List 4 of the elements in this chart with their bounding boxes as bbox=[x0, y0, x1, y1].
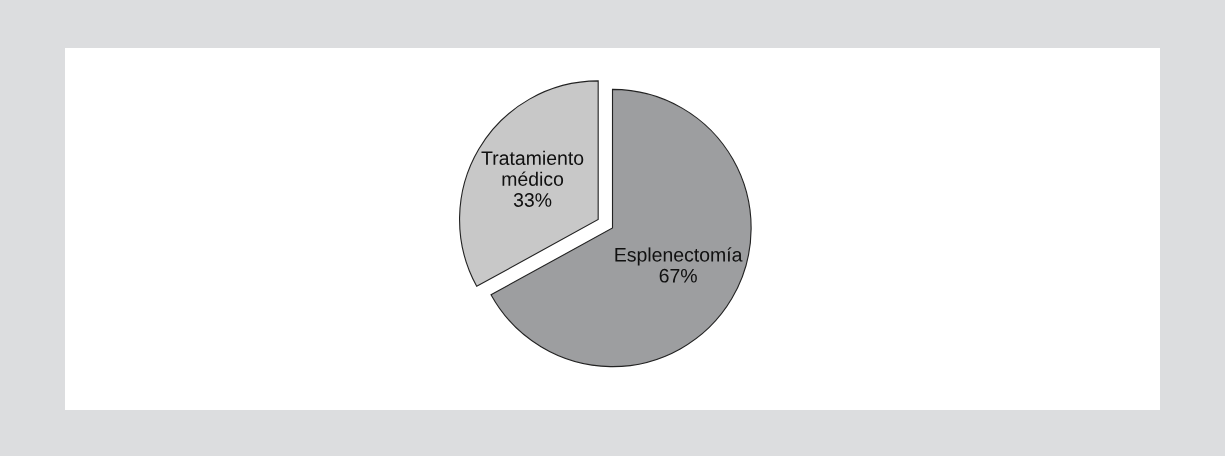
data-label: 33% bbox=[513, 193, 552, 207]
slice-label: Esplenectomía bbox=[615, 247, 743, 266]
slice-label: Tratamiento médico bbox=[481, 150, 584, 186]
data-label: 67% bbox=[659, 268, 697, 283]
